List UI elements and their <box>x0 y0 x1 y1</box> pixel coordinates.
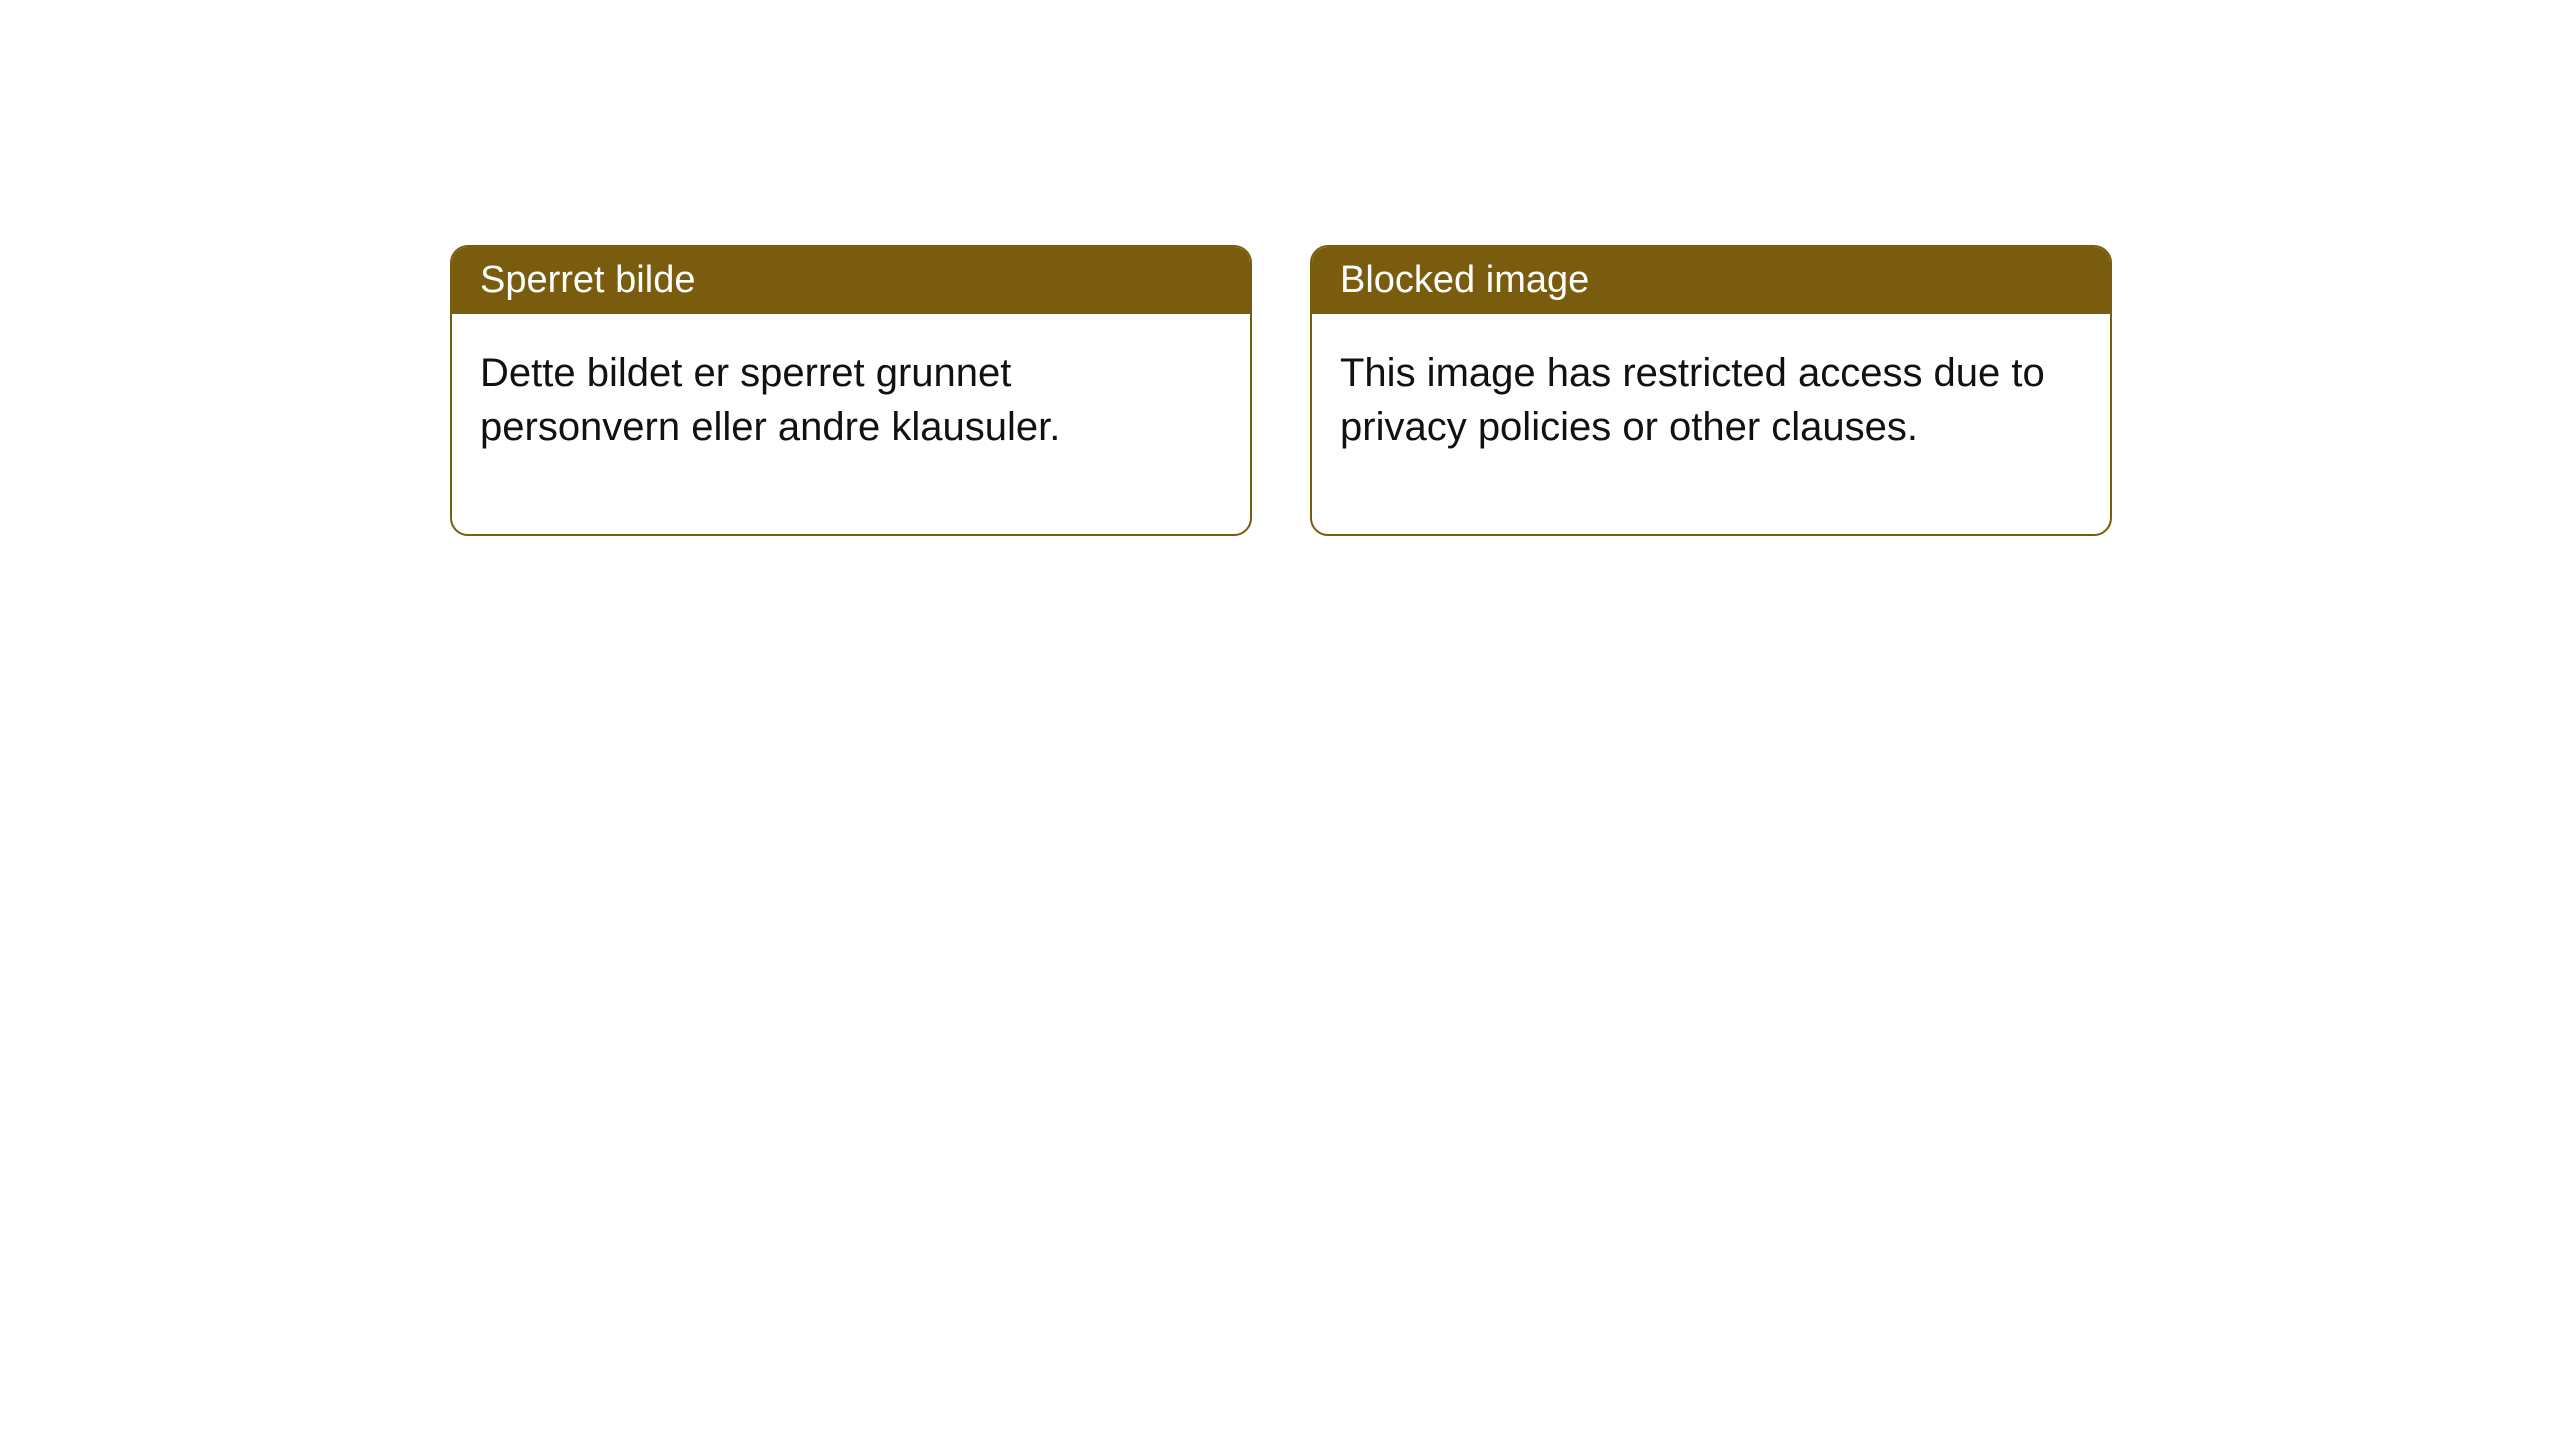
card-english: Blocked image This image has restricted … <box>1310 245 2112 536</box>
card-norwegian: Sperret bilde Dette bildet er sperret gr… <box>450 245 1252 536</box>
card-body-norwegian: Dette bildet er sperret grunnet personve… <box>452 314 1250 534</box>
card-title-norwegian: Sperret bilde <box>452 247 1250 314</box>
card-body-english: This image has restricted access due to … <box>1312 314 2110 534</box>
card-title-english: Blocked image <box>1312 247 2110 314</box>
card-row: Sperret bilde Dette bildet er sperret gr… <box>0 0 2560 536</box>
